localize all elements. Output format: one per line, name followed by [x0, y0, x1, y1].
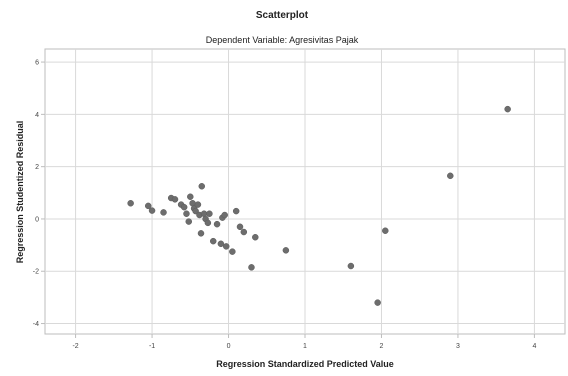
x-tick-label: 1: [303, 343, 307, 350]
y-tick-label: 6: [35, 60, 39, 67]
y-tick-label: 4: [35, 112, 39, 119]
data-point: [206, 210, 213, 217]
data-point: [192, 207, 199, 215]
y-axis-label: Regression Studentized Residual: [15, 121, 25, 264]
data-point: [221, 211, 228, 219]
data-points: [127, 105, 511, 306]
data-point: [148, 207, 156, 214]
y-tick-label: 2: [35, 164, 39, 171]
data-point: [183, 210, 190, 217]
data-point: [204, 219, 212, 227]
data-point: [171, 196, 179, 203]
data-point: [127, 200, 134, 207]
data-point: [504, 105, 511, 113]
y-tick-label: -4: [33, 321, 39, 328]
data-point: [198, 183, 206, 190]
data-point: [282, 247, 290, 254]
data-point: [232, 207, 240, 215]
data-point: [197, 230, 205, 237]
data-point: [248, 264, 255, 271]
x-tick-label: 0: [227, 343, 231, 350]
data-point: [160, 209, 167, 216]
x-tick-label: -2: [72, 343, 78, 350]
x-tick-label: 3: [456, 343, 460, 350]
data-point: [213, 220, 221, 228]
data-point: [382, 227, 389, 234]
x-tick-label: 2: [380, 343, 384, 350]
data-point: [185, 218, 193, 225]
axis-ticks: -2 -1 0 1 2 3 4 -4 -2 0 2 4 6: [33, 60, 537, 350]
data-point: [209, 237, 217, 245]
data-point: [229, 248, 236, 255]
data-point: [187, 193, 194, 200]
grid-lines: [45, 49, 565, 334]
x-tick-label: 4: [532, 343, 536, 350]
data-point: [240, 228, 248, 236]
data-point: [347, 262, 355, 270]
x-axis-label: Regression Standardized Predicted Value: [216, 359, 394, 369]
chart-title: Scatterplot: [256, 10, 309, 21]
data-point: [217, 240, 225, 248]
data-point: [374, 299, 381, 306]
data-point: [180, 203, 188, 211]
data-point: [447, 172, 454, 180]
data-point: [144, 202, 152, 210]
data-point: [236, 223, 244, 231]
x-tick-label: -1: [149, 343, 155, 350]
chart-subtitle: Dependent Variable: Agresivitas Pajak: [206, 35, 359, 45]
data-point: [194, 201, 202, 208]
y-tick-label: 0: [35, 216, 39, 223]
y-tick-label: -2: [33, 269, 39, 276]
data-point: [222, 243, 230, 250]
data-point: [252, 234, 259, 241]
